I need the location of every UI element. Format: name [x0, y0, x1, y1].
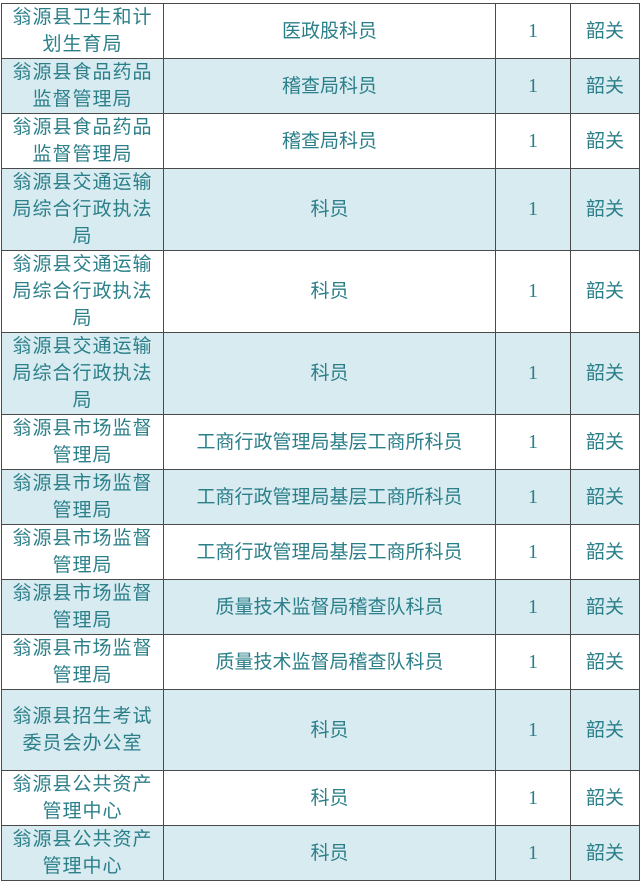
position-cell: 科员 — [163, 332, 496, 415]
position-cell: 工商行政管理局基层工商所科员 — [163, 524, 496, 580]
count-cell: 1 — [495, 414, 571, 470]
location-cell: 韶关 — [570, 579, 640, 635]
position-cell: 工商行政管理局基层工商所科员 — [163, 469, 496, 525]
table-row: 翁源县交通运输局综合行政执法局 科员 1 韶关 — [1, 168, 640, 251]
position-cell: 科员 — [163, 825, 496, 881]
position-cell: 质量技术监督局稽查队科员 — [163, 634, 496, 690]
position-cell: 质量技术监督局稽查队科员 — [163, 579, 496, 635]
location-cell: 韶关 — [570, 113, 640, 169]
count-cell: 1 — [495, 825, 571, 881]
count-cell: 1 — [495, 168, 571, 251]
position-cell: 稽查局科员 — [163, 113, 496, 169]
table-row: 翁源县食品药品监督管理局 稽查局科员 1 韶关 — [1, 113, 640, 169]
table-row: 翁源县市场监督管理局 工商行政管理局基层工商所科员 1 韶关 — [1, 524, 640, 580]
location-cell: 韶关 — [570, 469, 640, 525]
location-cell: 韶关 — [570, 332, 640, 415]
table-row: 翁源县食品药品监督管理局 稽查局科员 1 韶关 — [1, 58, 640, 114]
count-cell: 1 — [495, 3, 571, 59]
table-row: 翁源县交通运输局综合行政执法局 科员 1 韶关 — [1, 250, 640, 333]
org-cell: 翁源县卫生和计划生育局 — [1, 3, 164, 59]
org-cell: 翁源县交通运输局综合行政执法局 — [1, 250, 164, 333]
org-cell: 翁源县交通运输局综合行政执法局 — [1, 168, 164, 251]
org-cell: 翁源县市场监督管理局 — [1, 579, 164, 635]
count-cell: 1 — [495, 524, 571, 580]
location-cell: 韶关 — [570, 3, 640, 59]
count-cell: 1 — [495, 579, 571, 635]
org-cell: 翁源县食品药品监督管理局 — [1, 58, 164, 114]
table-row: 翁源县公共资产管理中心 科员 1 韶关 — [1, 770, 640, 826]
table-row: 翁源县市场监督管理局 质量技术监督局稽查队科员 1 韶关 — [1, 634, 640, 690]
count-cell: 1 — [495, 332, 571, 415]
org-cell: 翁源县市场监督管理局 — [1, 524, 164, 580]
location-cell: 韶关 — [570, 689, 640, 771]
location-cell: 韶关 — [570, 168, 640, 251]
location-cell: 韶关 — [570, 634, 640, 690]
position-cell: 科员 — [163, 168, 496, 251]
count-cell: 1 — [495, 770, 571, 826]
count-cell: 1 — [495, 113, 571, 169]
location-cell: 韶关 — [570, 414, 640, 470]
count-cell: 1 — [495, 634, 571, 690]
position-cell: 医政股科员 — [163, 3, 496, 59]
table-row: 翁源县招生考试委员会办公室 科员 1 韶关 — [1, 689, 640, 771]
table-row: 翁源县卫生和计划生育局 医政股科员 1 韶关 — [1, 3, 640, 59]
table-row: 翁源县公共资产管理中心 科员 1 韶关 — [1, 825, 640, 881]
org-cell: 翁源县交通运输局综合行政执法局 — [1, 332, 164, 415]
position-cell: 科员 — [163, 770, 496, 826]
org-cell: 翁源县招生考试委员会办公室 — [1, 689, 164, 771]
count-cell: 1 — [495, 689, 571, 771]
count-cell: 1 — [495, 469, 571, 525]
location-cell: 韶关 — [570, 825, 640, 881]
table-row: 翁源县交通运输局综合行政执法局 科员 1 韶关 — [1, 332, 640, 415]
table-row: 翁源县市场监督管理局 工商行政管理局基层工商所科员 1 韶关 — [1, 414, 640, 470]
positions-table: 翁源县卫生和计划生育局 医政股科员 1 韶关 翁源县食品药品监督管理局 稽查局科员 1 韶关翁… — [1, 3, 640, 881]
org-cell: 翁源县市场监督管理局 — [1, 634, 164, 690]
count-cell: 1 — [495, 250, 571, 333]
org-cell: 翁源县公共资产管理中心 — [1, 770, 164, 826]
position-cell: 工商行政管理局基层工商所科员 — [163, 414, 496, 470]
org-cell: 翁源县市场监督管理局 — [1, 414, 164, 470]
table-row: 翁源县市场监督管理局 质量技术监督局稽查队科员 1 韶关 — [1, 579, 640, 635]
org-cell: 翁源县公共资产管理中心 — [1, 825, 164, 881]
position-cell: 稽查局科员 — [163, 58, 496, 114]
location-cell: 韶关 — [570, 58, 640, 114]
position-cell: 科员 — [163, 689, 496, 771]
count-cell: 1 — [495, 58, 571, 114]
position-cell: 科员 — [163, 250, 496, 333]
location-cell: 韶关 — [570, 250, 640, 333]
location-cell: 韶关 — [570, 524, 640, 580]
org-cell: 翁源县食品药品监督管理局 — [1, 113, 164, 169]
org-cell: 翁源县市场监督管理局 — [1, 469, 164, 525]
table-row: 翁源县市场监督管理局 工商行政管理局基层工商所科员 1 韶关 — [1, 469, 640, 525]
location-cell: 韶关 — [570, 770, 640, 826]
